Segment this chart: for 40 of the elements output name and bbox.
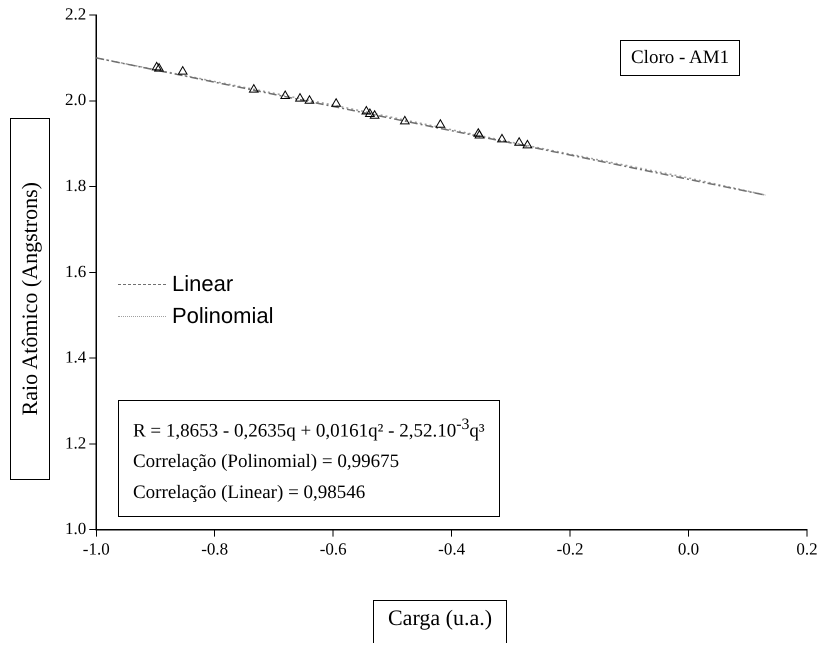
annotation: Correlação (Linear) = 0,98546 <box>133 481 366 506</box>
y-tick-label: 1.4 <box>65 348 87 367</box>
y-tick-label: 2.2 <box>65 4 86 24</box>
annotation: R = 1,8653 - 0,2635q + 0,0161q² - 2,52.10$^{-3}$q³ <box>133 415 485 444</box>
point <box>331 98 341 107</box>
point <box>474 130 484 138</box>
x-tick-label: -1.0 <box>82 539 110 558</box>
text: Cloro - AM1 <box>620 40 740 76</box>
x-tick-label: 0.2 <box>796 539 818 558</box>
legend-label: Polinomial <box>172 303 274 329</box>
point <box>295 93 305 102</box>
point <box>473 128 484 137</box>
point <box>178 66 188 75</box>
y-tick-label: 1.8 <box>65 176 86 195</box>
point <box>365 108 375 118</box>
legend-label: Linear <box>172 271 234 297</box>
point <box>304 95 314 104</box>
y-tick-label: 2.0 <box>65 90 86 110</box>
point <box>400 116 410 124</box>
y-axis-title: Raio Atômico (Angstrons) <box>17 182 43 416</box>
point <box>362 106 372 114</box>
y-tick-label: 1.2 <box>65 433 86 452</box>
x-tick-label: -0.8 <box>201 539 228 558</box>
x-axis-title: Carga (u.a.) <box>373 600 508 643</box>
point <box>154 63 164 72</box>
point <box>152 62 162 70</box>
point <box>248 84 259 93</box>
point <box>436 119 446 128</box>
point <box>370 110 380 119</box>
point <box>280 90 290 100</box>
annotation: Correlação (Polinomial) = 0,99675 <box>133 450 400 474</box>
point <box>497 134 507 142</box>
x-tick-label: -0.2 <box>556 539 584 558</box>
x-tick-label: -0.6 <box>320 539 347 558</box>
y-tick-label: 1.6 <box>65 262 86 281</box>
point <box>514 137 524 146</box>
x-tick-label: -0.4 <box>438 539 466 558</box>
x-tick-label: 0.0 <box>678 539 700 558</box>
y-tick-label: 1.0 <box>65 519 86 538</box>
point <box>522 140 532 148</box>
